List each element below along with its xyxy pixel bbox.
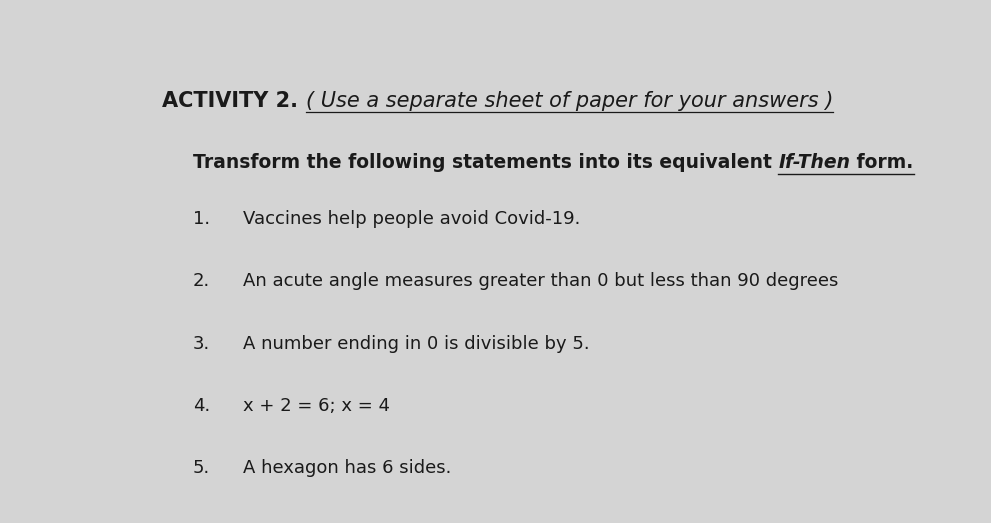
Text: 3.: 3.: [193, 335, 210, 353]
Text: Transform the following statements into its equivalent: Transform the following statements into …: [193, 153, 778, 173]
Text: 4.: 4.: [193, 397, 210, 415]
Text: If-Then: If-Then: [778, 153, 850, 173]
Text: 5.: 5.: [193, 459, 210, 477]
Text: x + 2 = 6; x = 4: x + 2 = 6; x = 4: [243, 397, 389, 415]
Text: 1.: 1.: [193, 210, 210, 228]
Text: Vaccines help people avoid Covid-19.: Vaccines help people avoid Covid-19.: [243, 210, 581, 228]
Text: A number ending in 0 is divisible by 5.: A number ending in 0 is divisible by 5.: [243, 335, 590, 353]
Text: 2.: 2.: [193, 272, 210, 290]
Text: A hexagon has 6 sides.: A hexagon has 6 sides.: [243, 459, 451, 477]
Text: An acute angle measures greater than 0 but less than 90 degrees: An acute angle measures greater than 0 b…: [243, 272, 838, 290]
Text: ACTIVITY 2.: ACTIVITY 2.: [163, 91, 305, 111]
Text: ( Use a separate sheet of paper for your answers ): ( Use a separate sheet of paper for your…: [305, 91, 832, 111]
Text: form.: form.: [850, 153, 914, 173]
